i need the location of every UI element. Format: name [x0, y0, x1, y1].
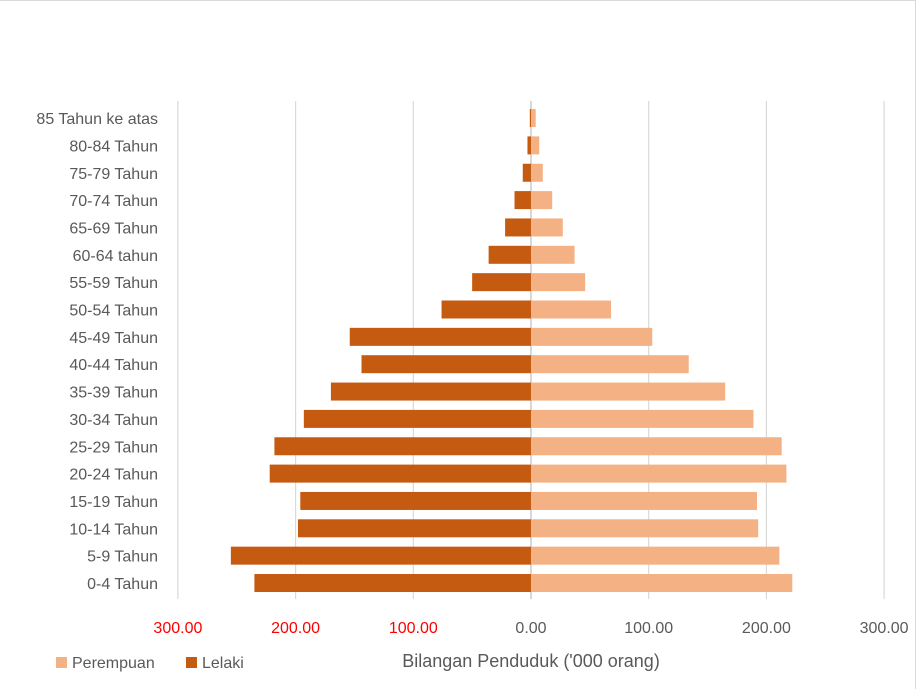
legend-label-perempuan: Perempuan: [72, 655, 155, 672]
bar-perempuan-9: [531, 327, 653, 346]
legend: Perempuan Lelaki: [56, 655, 244, 672]
category-label-4: 20-24 Tahun: [69, 467, 158, 484]
bar-perempuan-0: [531, 574, 793, 592]
bar-lelaki-15: [522, 163, 531, 182]
bar-perempuan-8: [531, 355, 689, 374]
bar-perempuan-5: [531, 437, 782, 456]
x-tick-label-1: 200.00: [271, 620, 320, 637]
bar-lelaki-4: [269, 464, 531, 483]
bar-lelaki-14: [514, 191, 531, 210]
category-label-3: 15-19 Tahun: [69, 494, 158, 511]
bar-lelaki-1: [230, 546, 532, 565]
category-labels: 0-4 Tahun 5-9 Tahun 10-14 Tahun 15-19 Tahun…: [36, 111, 158, 593]
bar-perempuan-3: [531, 491, 757, 510]
x-tick-label-4: 100.00: [624, 620, 673, 637]
bar-lelaki-13: [505, 218, 531, 237]
category-label-11: 55-59 Tahun: [69, 275, 158, 292]
bar-lelaki-6: [303, 409, 531, 428]
bar-lelaki-16: [527, 136, 531, 155]
category-label-12: 60-64 tahun: [73, 248, 158, 265]
bar-perempuan-4: [531, 464, 787, 483]
category-label-6: 30-34 Tahun: [69, 412, 158, 429]
bar-perempuan-12: [531, 245, 575, 264]
bar-perempuan-11: [531, 273, 586, 292]
legend-swatch-perempuan: [56, 657, 67, 668]
bar-perempuan-15: [531, 163, 543, 182]
x-tick-label-3: 0.00: [515, 620, 546, 637]
bar-perempuan-2: [531, 519, 759, 538]
bar-lelaki-11: [472, 273, 531, 292]
bar-perempuan-17: [531, 109, 536, 128]
gridlines: [177, 101, 885, 599]
category-label-15: 75-79 Tahun: [69, 166, 158, 183]
legend-swatch-lelaki: [186, 657, 197, 668]
bar-perempuan-16: [531, 136, 540, 155]
category-label-0: 0-4 Tahun: [87, 576, 158, 593]
bar-lelaki-5: [274, 437, 531, 456]
bar-lelaki-12: [488, 245, 531, 264]
bar-perempuan-1: [531, 546, 780, 565]
bar-lelaki-7: [330, 382, 531, 401]
category-label-5: 25-29 Tahun: [69, 439, 158, 456]
x-tick-label-2: 100.00: [389, 620, 438, 637]
category-label-8: 40-44 Tahun: [69, 357, 158, 374]
bar-perempuan-14: [531, 191, 553, 210]
bar-lelaki-10: [441, 300, 531, 319]
bar-lelaki-3: [300, 491, 531, 510]
bar-perempuan-7: [531, 382, 726, 401]
x-axis-title: Bilangan Penduduk ('000 orang): [402, 651, 660, 671]
category-label-7: 35-39 Tahun: [69, 385, 158, 402]
x-tick-label-6: 300.00: [860, 620, 909, 637]
category-label-10: 50-54 Tahun: [69, 303, 158, 320]
bar-perempuan-13: [531, 218, 563, 237]
category-label-9: 45-49 Tahun: [69, 330, 158, 347]
x-tick-label-0: 300.00: [153, 620, 202, 637]
bar-perempuan-10: [531, 300, 612, 319]
bar-lelaki-9: [349, 327, 531, 346]
category-label-1: 5-9 Tahun: [87, 549, 158, 566]
bar-lelaki-2: [297, 519, 531, 538]
legend-label-lelaki: Lelaki: [202, 655, 244, 672]
bar-lelaki-8: [361, 355, 531, 374]
x-tick-labels: 300.00 200.00 100.00 0.00 100.00 200.00 300.00: [153, 620, 908, 637]
bar-lelaki-17: [529, 109, 531, 128]
bars: [230, 109, 793, 592]
category-label-14: 70-74 Tahun: [69, 193, 158, 210]
category-label-2: 10-14 Tahun: [69, 521, 158, 538]
x-tick-label-5: 200.00: [742, 620, 791, 637]
bar-lelaki-0: [254, 574, 531, 592]
category-label-17: 85 Tahun ke atas: [36, 111, 158, 128]
category-label-16: 80-84 Tahun: [69, 138, 158, 155]
bar-perempuan-6: [531, 409, 754, 428]
category-label-13: 65-69 Tahun: [69, 220, 158, 237]
